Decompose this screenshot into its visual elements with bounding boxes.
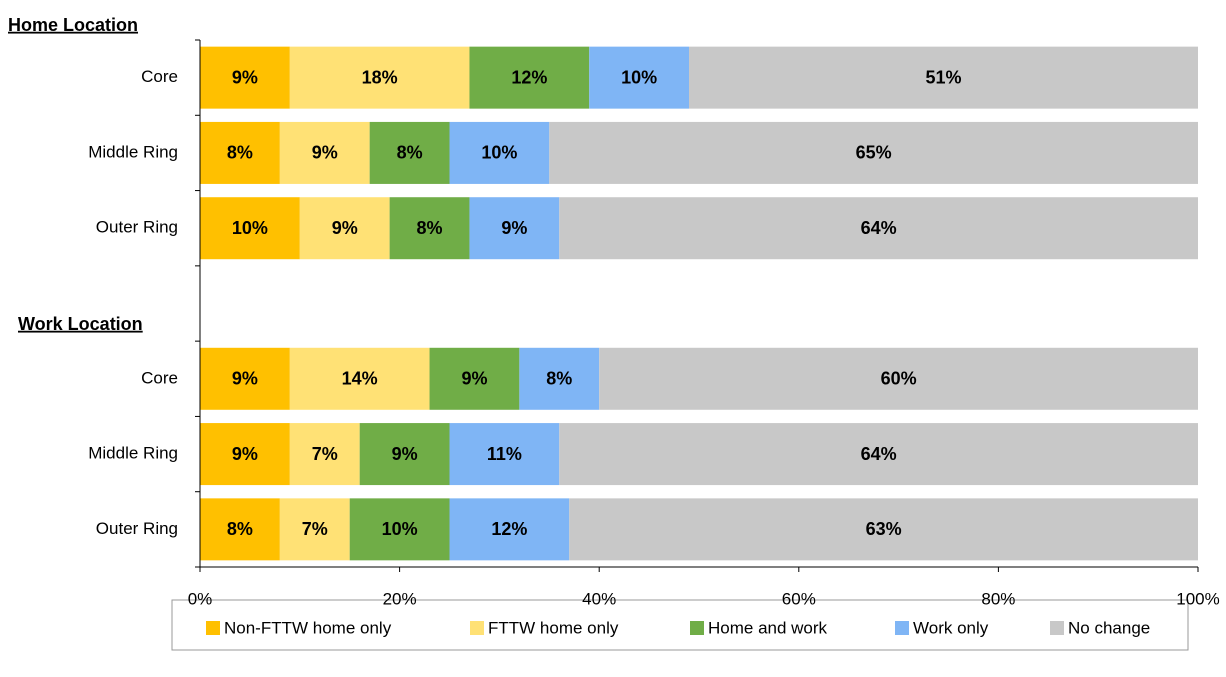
data-label: 7% [312, 444, 338, 464]
bar-segment [289, 347, 430, 410]
data-label: 7% [302, 519, 328, 539]
bar-segment [289, 46, 470, 109]
y-tick-label: Middle Ring [88, 142, 178, 161]
legend-label: Non-FTTW home only [224, 618, 392, 637]
legend-label: Work only [913, 618, 989, 637]
legend-swatch [690, 621, 704, 635]
bar-segment [359, 423, 450, 486]
bar-segment [389, 197, 470, 260]
data-label: 8% [227, 143, 253, 163]
x-tick-label: 80% [981, 589, 1015, 608]
data-label: 18% [362, 67, 398, 87]
bar-segment [469, 46, 590, 109]
bar-segment [279, 498, 350, 561]
bar-segment [289, 423, 360, 486]
bar-segment [429, 347, 520, 410]
bar-segment [279, 121, 370, 184]
legend-label: Home and work [708, 618, 828, 637]
data-label: 10% [481, 143, 517, 163]
data-label: 8% [546, 369, 572, 389]
y-tick-label: Core [141, 67, 178, 86]
bar-segment [200, 121, 280, 184]
y-tick-label: Middle Ring [88, 444, 178, 463]
data-label: 64% [861, 444, 897, 464]
data-label: 51% [925, 67, 961, 87]
bar-segment [469, 197, 560, 260]
data-label: 8% [227, 519, 253, 539]
bar-segment [200, 423, 290, 486]
bar-segment [689, 46, 1198, 109]
x-tick-label: 100% [1176, 589, 1219, 608]
bar-segment [200, 197, 300, 260]
bar-segment [549, 121, 1198, 184]
bar-segment [299, 197, 390, 260]
data-label: 9% [232, 67, 258, 87]
bar-segment [519, 347, 600, 410]
bar-segment [369, 121, 450, 184]
bar-segment [559, 197, 1198, 260]
legend-label: FTTW home only [488, 618, 619, 637]
legend-swatch [470, 621, 484, 635]
bar-segment [449, 423, 560, 486]
data-label: 12% [491, 519, 527, 539]
bar-segment [449, 498, 570, 561]
data-label: 12% [511, 67, 547, 87]
bar-segment [569, 498, 1198, 561]
y-tick-label: Outer Ring [96, 218, 178, 237]
data-label: 11% [487, 444, 522, 464]
bar-segment [559, 423, 1198, 486]
legend-swatch [895, 621, 909, 635]
data-label: 10% [382, 519, 418, 539]
data-label: 9% [392, 444, 418, 464]
bar-segment [449, 121, 550, 184]
x-tick-label: 20% [383, 589, 417, 608]
data-label: 9% [332, 218, 358, 238]
data-label: 65% [856, 143, 892, 163]
group-label: Work Location [18, 314, 143, 334]
y-tick-label: Core [141, 368, 178, 387]
bar-segment [200, 46, 290, 109]
bar-segment [599, 347, 1198, 410]
data-label: 9% [461, 369, 487, 389]
bar-segment [589, 46, 690, 109]
x-tick-label: 60% [782, 589, 816, 608]
bar-segment [200, 347, 290, 410]
data-label: 10% [621, 67, 657, 87]
legend-swatch [206, 621, 220, 635]
y-tick-label: Outer Ring [96, 519, 178, 538]
data-label: 64% [861, 218, 897, 238]
data-label: 9% [501, 218, 527, 238]
data-label: 9% [232, 369, 258, 389]
legend-swatch [1050, 621, 1064, 635]
x-tick-label: 0% [188, 589, 213, 608]
data-label: 14% [342, 369, 378, 389]
data-label: 9% [312, 143, 338, 163]
data-label: 60% [881, 369, 917, 389]
data-label: 8% [397, 143, 423, 163]
data-label: 9% [232, 444, 258, 464]
data-label: 63% [866, 519, 902, 539]
data-label: 8% [417, 218, 443, 238]
legend-box [171, 599, 1189, 651]
bar-segment [349, 498, 450, 561]
group-label: Home Location [8, 15, 138, 35]
bar-segment [200, 498, 280, 561]
x-tick-label: 40% [582, 589, 616, 608]
legend-label: No change [1068, 618, 1150, 637]
data-label: 10% [232, 218, 268, 238]
